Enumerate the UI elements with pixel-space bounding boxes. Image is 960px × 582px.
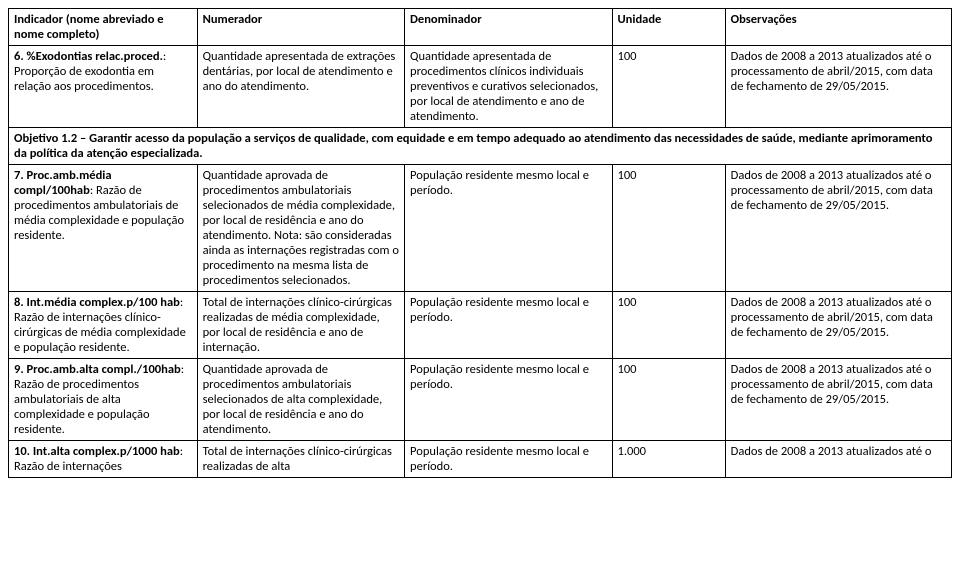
- table-row: 9. Proc.amb.alta compl./100hab: Razão de…: [9, 359, 952, 441]
- ind-bold: 6. %Exodontias relac.proced.: [14, 49, 163, 64]
- cell-indicador: 8. Int.média complex.p/100 hab: Razão de…: [9, 292, 198, 359]
- header-row: Indicador (nome abreviado e nome complet…: [9, 9, 952, 46]
- ind-bold: 9. Proc.amb.alta compl./100hab: [14, 362, 181, 377]
- cell-unidade: 100: [612, 359, 725, 441]
- table-row: 7. Proc.amb.média compl/100hab: Razão de…: [9, 165, 952, 292]
- indicators-table: Indicador (nome abreviado e nome complet…: [8, 8, 952, 478]
- cell-unidade: 100: [612, 165, 725, 292]
- header-observacoes: Observações: [725, 9, 951, 46]
- cell-numerador: Total de internações clínico-cirúrgicas …: [197, 292, 404, 359]
- cell-indicador: 10. Int.alta complex.p/1000 hab: Razão d…: [9, 441, 198, 478]
- cell-indicador: 9. Proc.amb.alta compl./100hab: Razão de…: [9, 359, 198, 441]
- cell-observacoes: Dados de 2008 a 2013 atualizados até o p…: [725, 292, 951, 359]
- cell-indicador: 7. Proc.amb.média compl/100hab: Razão de…: [9, 165, 198, 292]
- cell-observacoes: Dados de 2008 a 2013 atualizados até o p…: [725, 165, 951, 292]
- cell-denominador: População residente mesmo local e períod…: [405, 359, 612, 441]
- table-row: 6. %Exodontias relac.proced.: Proporção …: [9, 46, 952, 128]
- cell-numerador: Total de internações clínico-cirúrgicas …: [197, 441, 404, 478]
- cell-unidade: 100: [612, 46, 725, 128]
- cell-numerador: Quantidade aprovada de procedimentos amb…: [197, 165, 404, 292]
- header-unidade: Unidade: [612, 9, 725, 46]
- header-denominador: Denominador: [405, 9, 612, 46]
- cell-unidade: 1.000: [612, 441, 725, 478]
- section-row: Objetivo 1.2 – Garantir acesso da popula…: [9, 128, 952, 165]
- cell-observacoes: Dados de 2008 a 2013 atualizados até o: [725, 441, 951, 478]
- cell-indicador: 6. %Exodontias relac.proced.: Proporção …: [9, 46, 198, 128]
- cell-observacoes: Dados de 2008 a 2013 atualizados até o p…: [725, 46, 951, 128]
- cell-denominador: Quantidade apresentada de procedimentos …: [405, 46, 612, 128]
- cell-numerador: Quantidade aprovada de procedimentos amb…: [197, 359, 404, 441]
- table-row: 8. Int.média complex.p/100 hab: Razão de…: [9, 292, 952, 359]
- table-row: 10. Int.alta complex.p/1000 hab: Razão d…: [9, 441, 952, 478]
- cell-observacoes: Dados de 2008 a 2013 atualizados até o p…: [725, 359, 951, 441]
- cell-numerador: Quantidade apresentada de extrações dent…: [197, 46, 404, 128]
- cell-unidade: 100: [612, 292, 725, 359]
- section-title: Objetivo 1.2 – Garantir acesso da popula…: [9, 128, 952, 165]
- cell-denominador: População residente mesmo local e períod…: [405, 441, 612, 478]
- ind-bold: 8. Int.média complex.p/100 hab: [14, 295, 180, 310]
- cell-denominador: População residente mesmo local e períod…: [405, 292, 612, 359]
- ind-bold: 10. Int.alta complex.p/1000 hab: [14, 444, 180, 459]
- header-indicador: Indicador (nome abreviado e nome complet…: [9, 9, 198, 46]
- cell-denominador: População residente mesmo local e períod…: [405, 165, 612, 292]
- header-numerador: Numerador: [197, 9, 404, 46]
